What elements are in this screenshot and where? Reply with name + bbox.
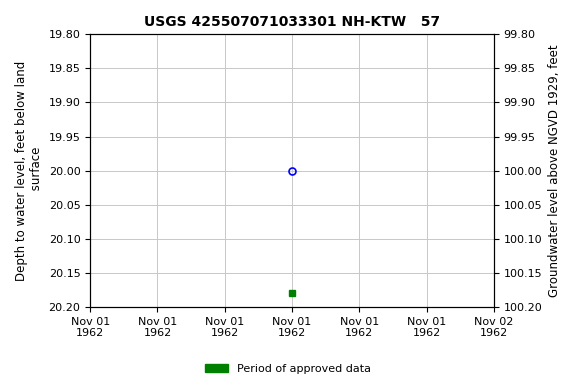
Y-axis label: Groundwater level above NGVD 1929, feet: Groundwater level above NGVD 1929, feet: [548, 44, 561, 297]
Title: USGS 425507071033301 NH-KTW   57: USGS 425507071033301 NH-KTW 57: [144, 15, 440, 29]
Y-axis label: Depth to water level, feet below land
 surface: Depth to water level, feet below land su…: [15, 61, 43, 281]
Legend: Period of approved data: Period of approved data: [201, 359, 375, 379]
